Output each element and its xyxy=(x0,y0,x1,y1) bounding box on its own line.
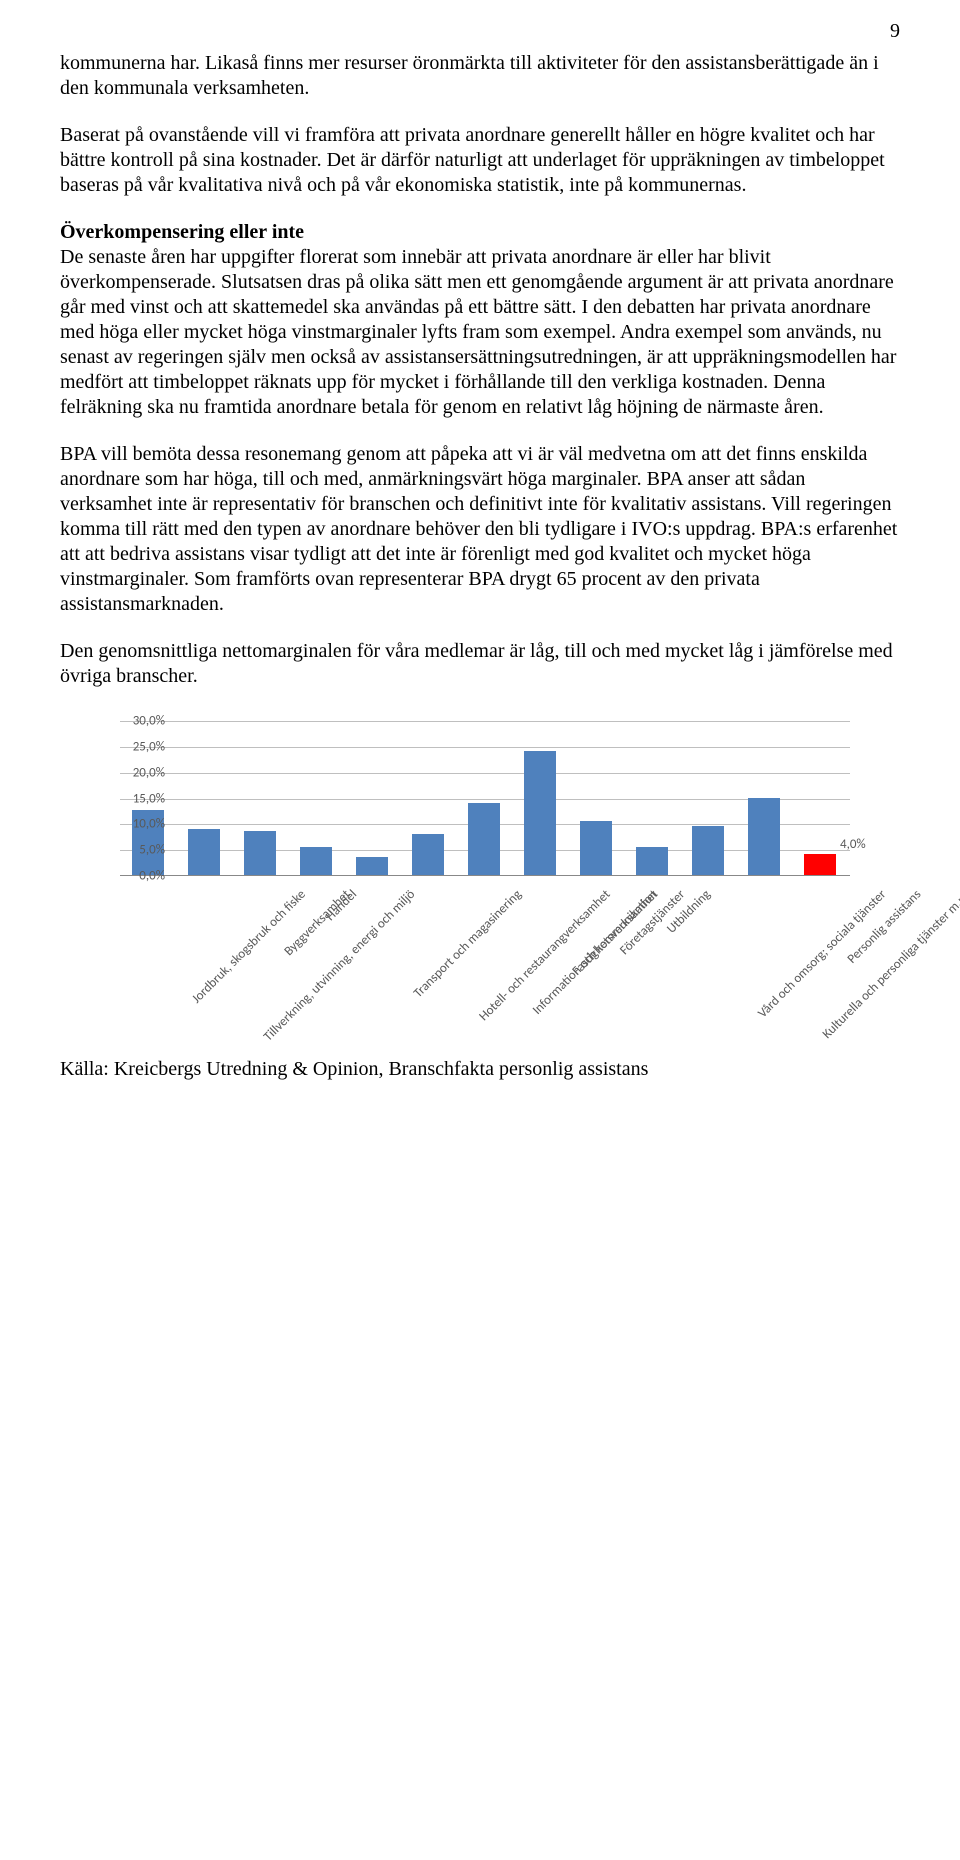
source-line: Källa: Kreicbergs Utredning & Opinion, B… xyxy=(60,1057,900,1082)
chart-bar xyxy=(636,847,668,875)
chart-y-tick-label: 0,0% xyxy=(110,869,165,884)
chart-bar xyxy=(468,803,500,875)
chart-bar xyxy=(804,854,836,875)
chart-y-tick-label: 10,0% xyxy=(110,817,165,832)
chart-x-labels: Jordbruk, skogsbruk och fiskeTillverknin… xyxy=(120,881,850,1051)
chart-bar xyxy=(580,821,612,875)
chart-bars: 4,0% xyxy=(120,721,850,875)
paragraph-3: Överkompensering eller inte De senaste å… xyxy=(60,220,900,420)
chart-bar xyxy=(244,831,276,875)
chart-y-tick-label: 30,0% xyxy=(110,714,165,729)
chart-y-tick-label: 5,0% xyxy=(110,843,165,858)
chart-bar xyxy=(300,847,332,875)
chart-bar xyxy=(748,798,780,876)
chart-y-tick-label: 20,0% xyxy=(110,765,165,780)
paragraph-3-body: De senaste åren har uppgifter florerat s… xyxy=(60,246,896,418)
chart-bar xyxy=(188,829,220,876)
paragraph-5: Den genomsnittliga nettomarginalen för v… xyxy=(60,639,900,689)
chart-data-label: 4,0% xyxy=(840,837,866,852)
chart-y-tick-label: 25,0% xyxy=(110,739,165,754)
paragraph-4: BPA vill bemöta dessa resonemang genom a… xyxy=(60,442,900,617)
paragraph-2: Baserat på ovanstående vill vi framföra … xyxy=(60,123,900,198)
chart-bar xyxy=(356,857,388,875)
page-number: 9 xyxy=(60,20,900,43)
chart-bar xyxy=(412,834,444,875)
chart-bar xyxy=(524,751,556,875)
bar-chart: 4,0% Jordbruk, skogsbruk och fiskeTillve… xyxy=(60,711,900,1051)
chart-bar xyxy=(692,826,724,875)
paragraph-1: kommunerna har. Likaså finns mer resurse… xyxy=(60,51,900,101)
chart-y-tick-label: 15,0% xyxy=(110,791,165,806)
chart-plot-area: 4,0% xyxy=(120,721,850,876)
subheading-overkompensering: Överkompensering eller inte xyxy=(60,221,304,243)
